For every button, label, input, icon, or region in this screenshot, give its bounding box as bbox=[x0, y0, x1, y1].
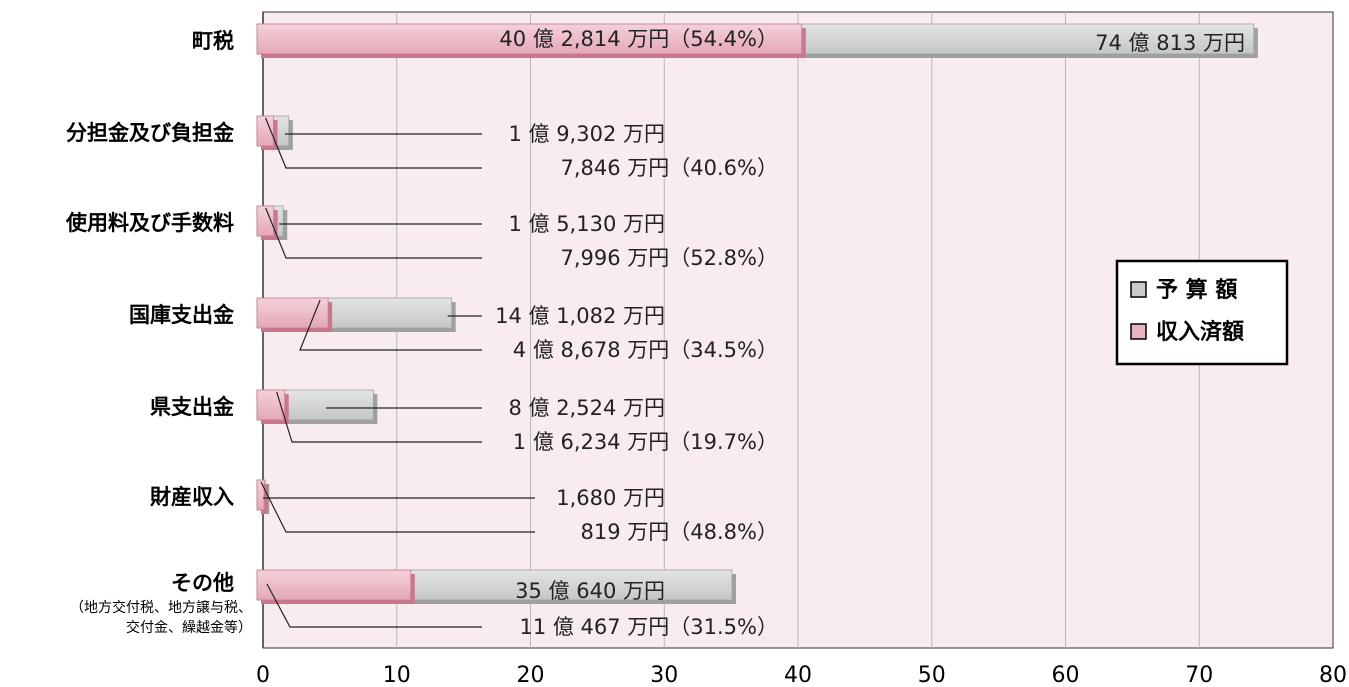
x-tick-label: 50 bbox=[918, 663, 946, 687]
bars bbox=[256, 23, 1258, 604]
received-value-label: 11 億 467 万円（31.5%） bbox=[519, 615, 778, 639]
legend-label: 予 算 額 bbox=[1156, 277, 1237, 303]
leader-line bbox=[260, 481, 535, 533]
received-bar bbox=[256, 205, 278, 240]
category-label: 県支出金 bbox=[150, 395, 235, 419]
budget-value-label: 1 億 9,302 万円 bbox=[508, 122, 665, 146]
received-bar bbox=[256, 479, 269, 514]
leader-line bbox=[276, 391, 482, 443]
legend-swatch bbox=[1130, 323, 1147, 340]
category-label: その他 bbox=[171, 571, 234, 595]
x-tick-label: 60 bbox=[1052, 663, 1080, 687]
budget-value-label: 74 億 813 万円 bbox=[1095, 31, 1245, 55]
x-tick-label: 10 bbox=[383, 663, 411, 687]
x-tick-label: 80 bbox=[1319, 663, 1347, 687]
received-value-label: 1 億 6,234 万円（19.7%） bbox=[513, 430, 778, 454]
received-value-label: 819 万円（48.8%） bbox=[581, 520, 778, 544]
budget-value-label: 35 億 640 万円 bbox=[515, 579, 665, 603]
received-bar bbox=[256, 297, 333, 332]
category-label: 国庫支出金 bbox=[129, 303, 235, 327]
received-bar bbox=[256, 389, 289, 424]
x-axis-ticks: 0 10 20 30 40 50 60 70 80 bbox=[256, 663, 1347, 687]
budget-value-label: 14 億 1,082 万円 bbox=[495, 304, 665, 328]
received-value-label: 7,846 万円（40.6%） bbox=[560, 156, 778, 180]
received-value-label: 4 億 8,678 万円（34.5%） bbox=[513, 338, 778, 362]
budget-value-label: 8 億 2,524 万円 bbox=[508, 396, 665, 420]
received-value-label: 7,996 万円（52.8%） bbox=[560, 246, 778, 270]
leader-line bbox=[299, 299, 482, 351]
category-label: 分担金及び負担金 bbox=[66, 121, 235, 145]
x-tick-label: 70 bbox=[1185, 663, 1213, 687]
x-tick-label: 30 bbox=[650, 663, 678, 687]
budget-value-label: 1,680 万円 bbox=[556, 486, 665, 510]
received-bar bbox=[256, 23, 806, 58]
value-labels: 40 億 2,814 万円（54.4%） 74 億 813 万円 1 億 9,302… bbox=[495, 27, 1245, 639]
received-value-label: 40 億 2,814 万円（54.4%） bbox=[499, 27, 778, 51]
x-tick-label: 40 bbox=[784, 663, 812, 687]
x-tick-label: 20 bbox=[517, 663, 545, 687]
legend-box bbox=[1115, 259, 1289, 366]
category-label: 町税 bbox=[192, 29, 234, 53]
category-note: 交付金、繰越金等） bbox=[126, 619, 252, 636]
leader-line bbox=[264, 117, 482, 169]
received-bar bbox=[256, 115, 278, 150]
legend-swatch bbox=[1130, 281, 1147, 298]
leader-line bbox=[266, 583, 482, 628]
budget-value-label: 1 億 5,130 万円 bbox=[508, 212, 665, 236]
x-tick-label: 0 bbox=[256, 663, 270, 687]
legend-label: 収入済額 bbox=[1156, 319, 1244, 345]
received-bar bbox=[256, 569, 415, 604]
category-label: 財産収入 bbox=[150, 485, 234, 509]
leader-lines bbox=[260, 117, 535, 628]
category-label: 使用料及び手数料 bbox=[65, 211, 234, 235]
leader-line bbox=[265, 207, 482, 259]
category-note: （地方交付税、地方譲与税、 bbox=[70, 599, 252, 616]
